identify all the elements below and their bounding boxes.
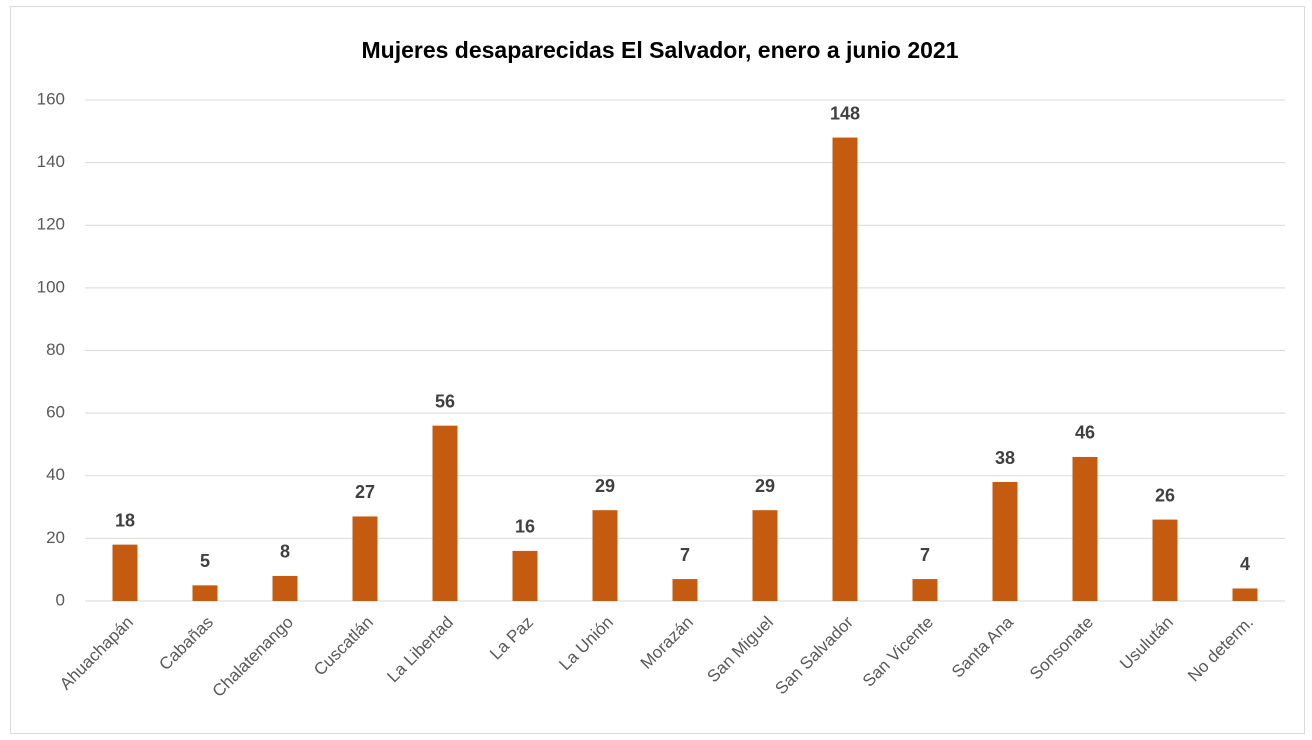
value-label: 148 [830, 103, 860, 123]
value-label: 7 [920, 545, 930, 565]
value-label: 4 [1240, 554, 1250, 574]
value-label: 16 [515, 517, 535, 537]
bar [992, 482, 1018, 601]
y-tick-label: 80 [46, 340, 65, 359]
y-tick-label: 100 [37, 277, 65, 296]
value-label: 27 [355, 482, 375, 502]
bar [672, 579, 698, 601]
y-tick-label: 40 [46, 465, 65, 484]
bar [1072, 456, 1098, 601]
bar [912, 579, 938, 601]
y-tick-label: 20 [46, 528, 65, 547]
bar [432, 425, 458, 601]
bar [112, 544, 138, 601]
y-tick-label: 60 [46, 403, 65, 422]
bar [512, 550, 538, 601]
value-label: 29 [595, 476, 615, 496]
bar [1232, 588, 1258, 601]
bar [592, 510, 618, 601]
y-tick-label: 160 [37, 89, 65, 108]
bar [352, 516, 378, 601]
value-label: 56 [435, 391, 455, 411]
value-label: 7 [680, 545, 690, 565]
chart-border [10, 6, 1305, 734]
bar [192, 585, 218, 601]
value-label: 46 [1075, 423, 1095, 443]
bar [752, 510, 778, 601]
y-tick-label: 140 [37, 152, 65, 171]
value-label: 29 [755, 476, 775, 496]
bar [832, 137, 858, 601]
value-label: 5 [200, 551, 210, 571]
chart-title: Mujeres desaparecidas El Salvador, enero… [361, 37, 958, 63]
y-tick-label: 120 [37, 215, 65, 234]
bar [1152, 519, 1178, 601]
value-label: 26 [1155, 485, 1175, 505]
y-tick-label: 0 [56, 590, 65, 609]
value-label: 8 [280, 542, 290, 562]
value-label: 38 [995, 448, 1015, 468]
value-label: 18 [115, 510, 135, 530]
bar [272, 575, 298, 601]
